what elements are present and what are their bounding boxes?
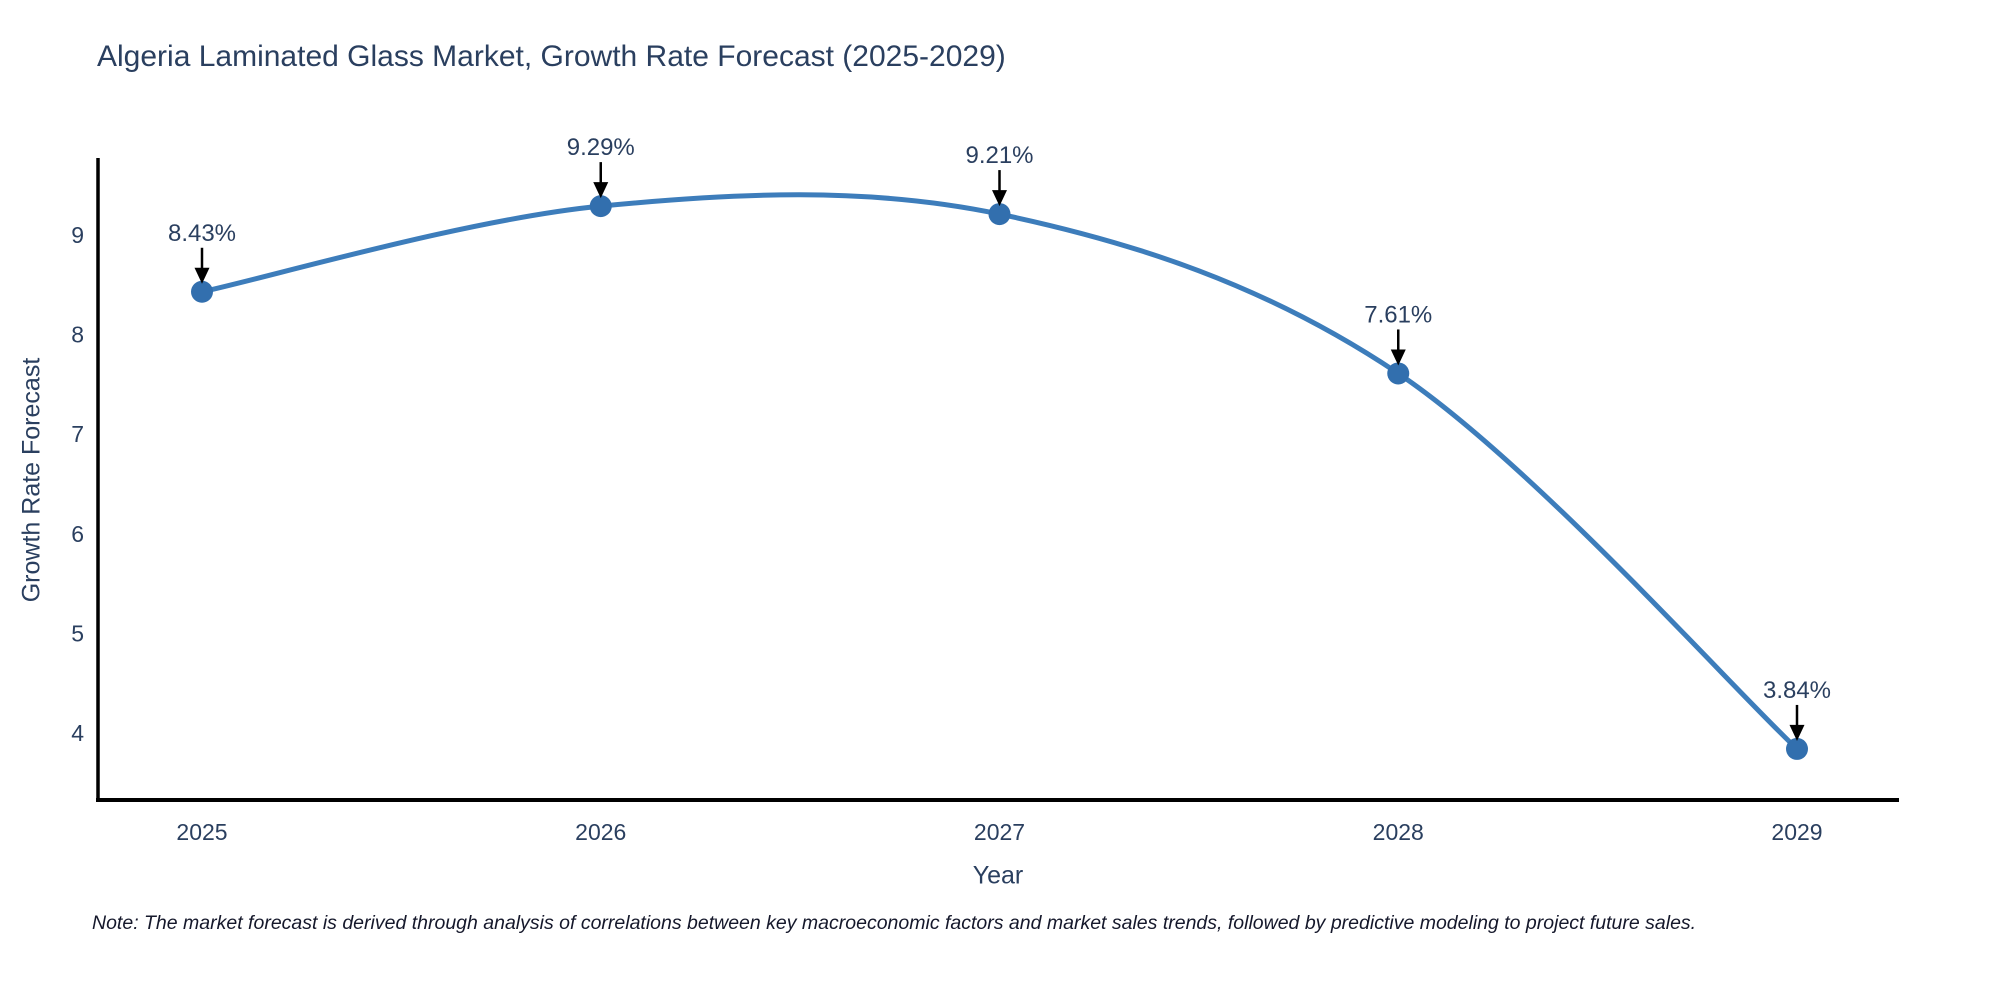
x-tick-label: 2027 [974,819,1025,845]
data-point-2028 [1387,362,1410,385]
y-axis-title: Growth Rate Forecast [17,357,46,603]
y-tick-label: 9 [71,222,84,248]
data-point-2025 [191,280,213,303]
point-value-label: 8.43% [168,220,236,247]
forecast-line [199,192,1800,752]
annotation-arrow-head [194,267,210,284]
y-tick-label: 5 [71,620,84,646]
point-value-label: 3.84% [1763,677,1831,704]
annotation-arrow-head [992,190,1007,207]
annotation-arrow-head [1390,349,1406,366]
y-tick-label: 4 [71,720,84,746]
y-tick-label: 8 [71,322,84,348]
point-value-label: 7.61% [1364,301,1432,328]
y-tick-label: 7 [71,421,84,447]
chart-title: Algeria Laminated Glass Market, Growth R… [97,40,1006,73]
annotation-arrow-head [1789,724,1805,741]
x-axis-title: Year [972,861,1024,890]
data-point-2029 [1786,737,1808,760]
point-value-label: 9.29% [567,134,635,161]
data-point-2026 [589,195,612,218]
y-tick-label: 6 [71,521,84,547]
x-tick-label: 2025 [176,819,227,845]
footnote: Note: The market forecast is derived thr… [92,912,1697,934]
x-tick-label: 2026 [575,819,626,845]
x-tick-label: 2029 [1771,819,1822,845]
data-point-2027 [988,203,1011,226]
point-value-label: 9.21% [965,142,1033,169]
annotation-arrow-head [593,182,609,199]
x-tick-label: 2028 [1373,819,1424,845]
